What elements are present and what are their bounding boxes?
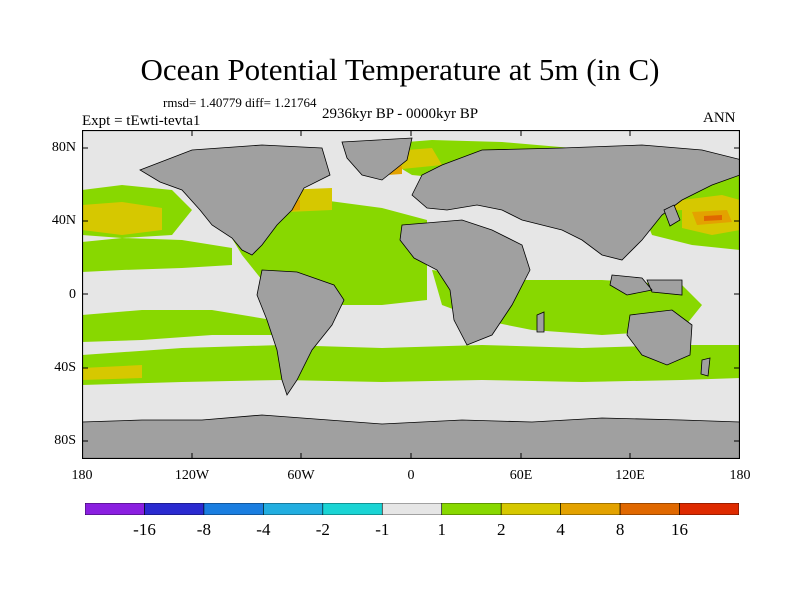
maritime-continent-islands: [609, 274, 683, 296]
colorbar-swatch: [679, 503, 739, 515]
colorbar-swatch: [441, 503, 502, 515]
anomaly-8-16-regions: [704, 215, 722, 221]
lon-label-180w: 180: [71, 468, 93, 483]
colorbar-swatch: [85, 503, 145, 515]
colorbar-label: 16: [671, 520, 688, 539]
continent-south-america: [256, 269, 345, 396]
colorbar-label: -16: [133, 520, 156, 539]
stats-line: rmsd= 1.40779 diff= 1.21764: [163, 95, 317, 110]
map-title: Ocean Potential Temperature at 5m (in C): [140, 52, 660, 87]
lon-label-60w: 60W: [287, 468, 315, 483]
lon-label-60e: 60E: [509, 468, 533, 483]
island-madagascar: [536, 311, 545, 333]
colorbar: [85, 503, 739, 515]
colorbar-swatch: [322, 503, 383, 515]
colorbar-label: 2: [496, 520, 506, 539]
colorbar-swatch: [500, 503, 561, 515]
lat-label-80s: 80S: [54, 433, 76, 448]
island-new-zealand: [700, 357, 711, 377]
colorbar-swatch: [560, 503, 621, 515]
colorbar-swatch: [203, 503, 264, 515]
season-label: ANN: [703, 110, 736, 126]
continent-africa: [399, 219, 531, 346]
colorbar-label: -2: [315, 520, 330, 539]
world-map: [82, 130, 740, 459]
colorbar-label: -1: [375, 520, 390, 539]
continent-australia: [626, 309, 693, 366]
island-japan: [663, 204, 681, 227]
colorbar-label: 4: [556, 520, 565, 539]
colorbar-swatch: [381, 503, 443, 515]
map-frame: [82, 130, 740, 459]
colorbar-swatch: [263, 503, 324, 515]
lon-label-0: 0: [407, 468, 415, 483]
lon-label-120w: 120W: [174, 468, 210, 483]
lat-label-40s: 40S: [54, 360, 76, 375]
continent-eurasia: [411, 144, 740, 261]
experiment-label: Expt = tEwti-tevta1: [82, 113, 201, 129]
continent-antarctica: [82, 414, 740, 459]
colorbar-swatch: [619, 503, 680, 515]
colorbar-label: -4: [256, 520, 271, 539]
colorbar-label: -8: [196, 520, 211, 539]
colorbar-label: 8: [615, 520, 625, 539]
lat-label-40n: 40N: [51, 213, 76, 228]
colorbar-label: 1: [437, 520, 446, 539]
land-masses: [82, 137, 740, 459]
lat-label-80n: 80N: [51, 140, 76, 155]
colorbar-swatch: [144, 503, 205, 515]
continent-north-america: [139, 144, 331, 256]
lon-label-180e: 180: [729, 468, 751, 483]
period-label: 2936kyr BP - 0000kyr BP: [322, 106, 479, 122]
lon-label-120e: 120E: [615, 468, 645, 483]
lat-label-0: 0: [69, 287, 76, 302]
continent-greenland: [341, 137, 413, 181]
